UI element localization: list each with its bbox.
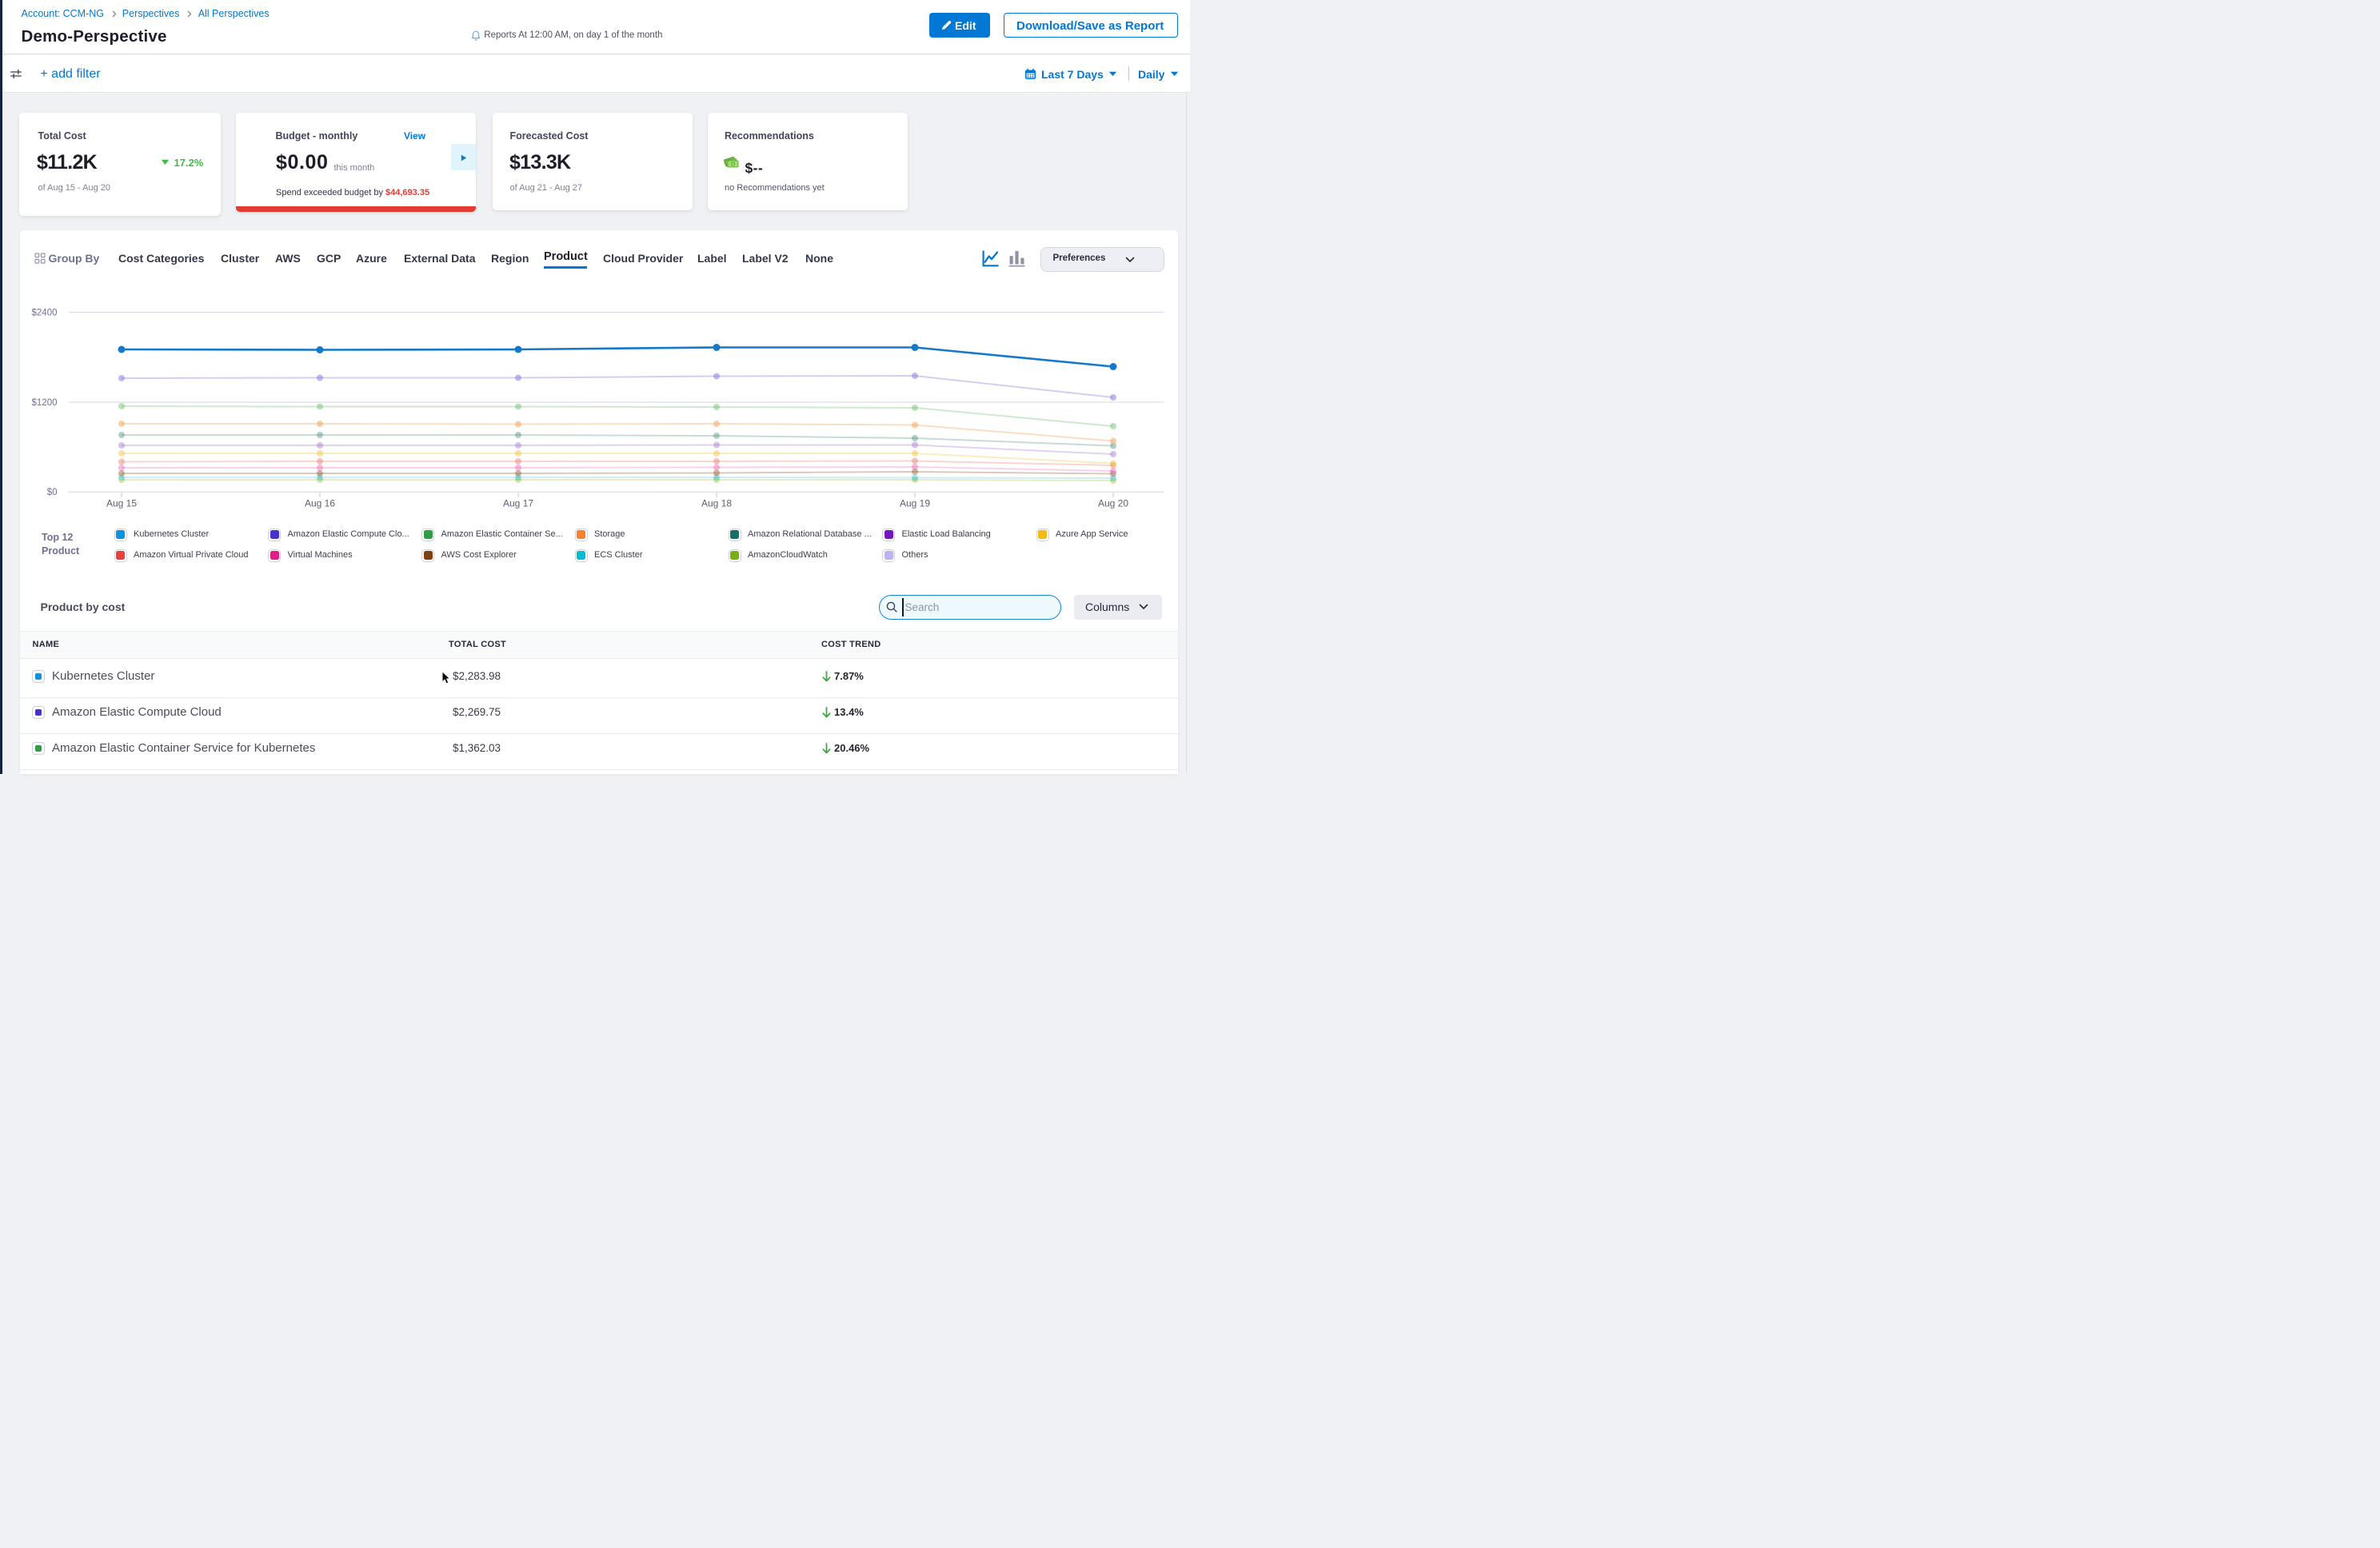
svg-text:Aug 17: Aug 17: [503, 498, 533, 509]
svg-text:Aug 19: Aug 19: [900, 498, 930, 509]
svg-text:Aug 16: Aug 16: [305, 498, 335, 509]
svg-text:Aug 20: Aug 20: [1098, 498, 1128, 509]
svg-text:Aug 15: Aug 15: [106, 498, 137, 509]
svg-text:Aug 18: Aug 18: [701, 498, 732, 509]
svg-text:$2400: $2400: [32, 308, 58, 317]
svg-text:$1200: $1200: [32, 398, 58, 408]
svg-text:$0: $0: [47, 488, 58, 497]
